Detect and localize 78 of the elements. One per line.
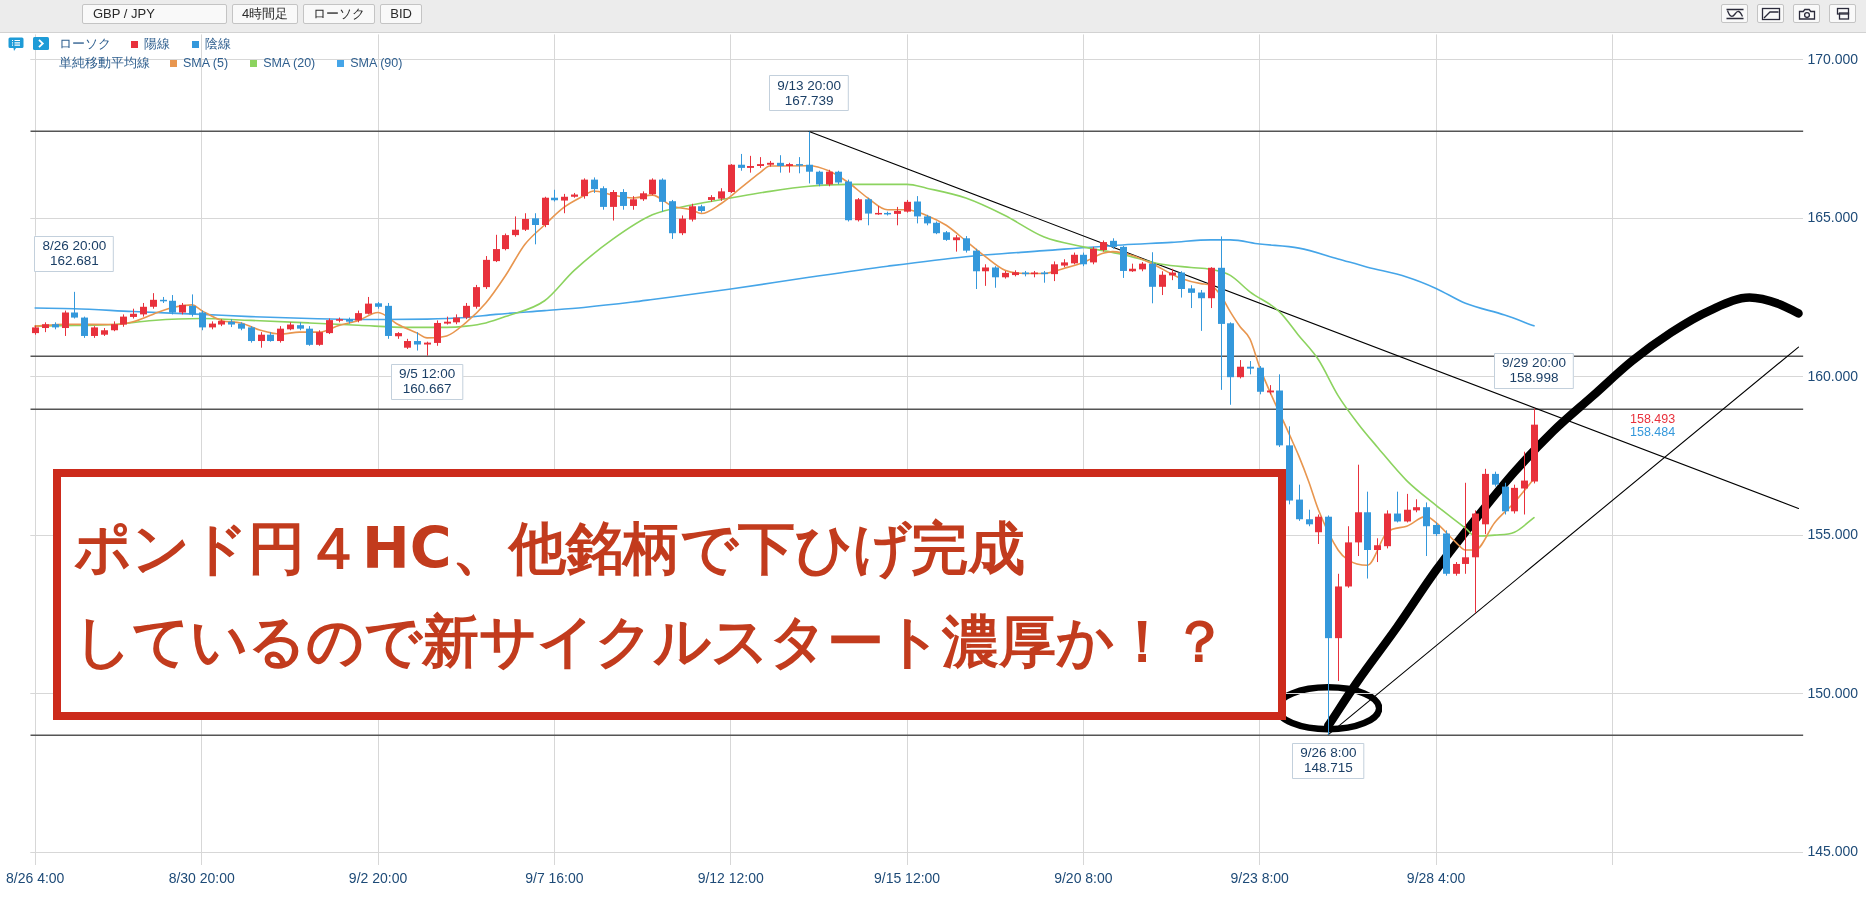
candlestick [1149, 251, 1156, 304]
legend-label: 陰線 [205, 35, 231, 53]
candlestick [1178, 270, 1185, 299]
annotation: 158.493 [1630, 411, 1676, 426]
x-tick-label: 9/23 8:00 [1230, 870, 1290, 887]
x-tick-label: 8/30 20:00 [168, 870, 236, 887]
y-tick-label: 170.000 [1807, 50, 1859, 67]
candlestick [1374, 537, 1381, 563]
annotation: ポンド円４HC、他銘柄で下ひげ完成 [74, 515, 1025, 582]
candlestick [1296, 484, 1303, 522]
candlestick [62, 310, 69, 337]
x-tick-label: 9/2 20:00 [348, 870, 408, 887]
y-tick-label: 145.000 [1807, 843, 1859, 860]
x-tick-label: 9/12 12:00 [697, 870, 765, 887]
legend-label: 陽線 [144, 35, 170, 53]
annotation: 9/26 8:00 148.715 [1300, 744, 1357, 775]
candlestick [581, 177, 588, 200]
x-tick-label: 9/7 16:00 [525, 870, 584, 887]
annotation: 9/5 12:00 160.667 [398, 365, 456, 396]
x-tick-label: 9/15 12:00 [873, 870, 941, 887]
line-series [34, 239, 1535, 327]
candlestick [659, 177, 666, 213]
candlestick [199, 310, 206, 331]
candlestick [1423, 501, 1430, 557]
select-field: GBP / JPY [82, 4, 227, 24]
toolbar-button: BID [380, 4, 422, 24]
candlestick [865, 197, 872, 226]
candlestick [982, 263, 989, 287]
candlestick [610, 189, 617, 222]
candlestick [473, 284, 480, 310]
candlestick [81, 316, 88, 339]
annotation: 158.484 [1630, 424, 1676, 439]
candlestick [1237, 359, 1244, 379]
candlestick [620, 188, 627, 211]
legend-label: SMA (90) [350, 56, 403, 70]
annotation: しているので新サイクルスタート濃厚か！？ [74, 608, 1228, 675]
candlestick [1315, 513, 1322, 545]
candlestick [1462, 482, 1469, 575]
candlestick [169, 294, 176, 315]
candlestick [600, 185, 607, 211]
candlestick [855, 197, 862, 222]
annotation: 単純移動平均線 [59, 54, 150, 72]
candlestick [512, 215, 519, 238]
legend-label: SMA (5) [183, 56, 229, 70]
candlestick [1159, 270, 1166, 296]
chart-title: GBP / JPY [93, 6, 155, 21]
candlestick [306, 325, 313, 347]
candlestick [414, 331, 421, 352]
candlestick [894, 206, 901, 226]
candlestick [434, 319, 441, 347]
candlestick [914, 195, 921, 224]
candlestick [1404, 493, 1411, 523]
x-tick-label: 9/20 8:00 [1054, 870, 1113, 887]
toolbar-button: 4時間足 [232, 4, 299, 24]
candlestick [561, 193, 568, 214]
annotation: 9/13 20:00 167.739 [777, 77, 841, 108]
candlestick [1051, 260, 1058, 282]
candlestick [1511, 484, 1518, 515]
candlestick [806, 130, 813, 184]
annotation: ローソク [59, 35, 111, 53]
candlestick [1188, 284, 1195, 309]
candlestick [71, 291, 78, 320]
legend-label: SMA (20) [263, 56, 316, 70]
candlestick [992, 265, 999, 289]
candlestick [189, 293, 196, 318]
candlestick [493, 234, 500, 263]
x-tick-label: 8/26 4:00 [6, 870, 65, 887]
y-tick-label: 150.000 [1807, 684, 1859, 701]
annotation: 9/29 20:00 158.998 [1502, 354, 1566, 385]
candlestick [532, 212, 539, 245]
annotation: 8/26 20:00 162.681 [42, 238, 107, 269]
y-tick-label: 160.000 [1807, 367, 1859, 384]
x-tick-label: 9/28 4:00 [1406, 870, 1466, 887]
candlestick [973, 248, 980, 290]
y-tick-label: 165.000 [1807, 209, 1859, 226]
y-tick-label: 155.000 [1807, 526, 1859, 543]
toolbar-button: ローソク [303, 4, 376, 24]
candlestick [679, 214, 686, 236]
